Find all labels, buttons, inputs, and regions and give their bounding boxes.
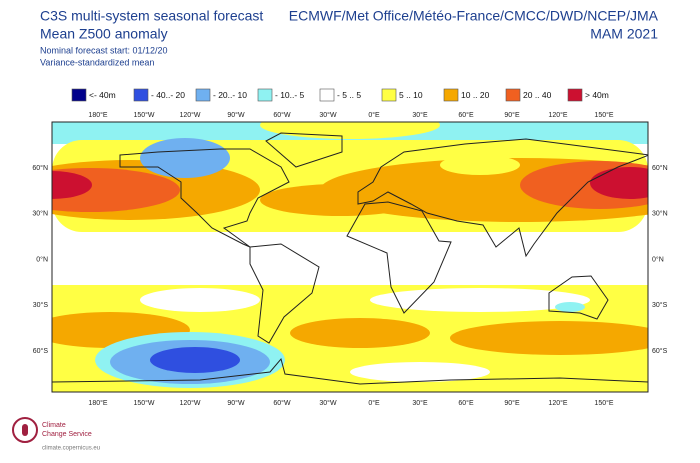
latitude-label: 60°S bbox=[33, 347, 49, 355]
longitude-label: 120°W bbox=[179, 111, 200, 119]
period: MAM 2021 bbox=[590, 26, 658, 42]
longitude-label: 120°W bbox=[179, 399, 200, 407]
longitude-label: 120°E bbox=[548, 111, 567, 119]
legend-label: <- 40m bbox=[89, 90, 116, 100]
map-frame bbox=[51, 121, 649, 393]
logo-line2: Change Service bbox=[42, 431, 92, 438]
longitude-label: 150°E bbox=[594, 399, 613, 407]
legend-swatch bbox=[567, 88, 583, 102]
longitude-label: 60°E bbox=[458, 111, 474, 119]
longitude-label: 60°W bbox=[273, 399, 291, 407]
latitude-label: 30°N bbox=[32, 210, 48, 218]
legend-label: - 5 .. 5 bbox=[337, 90, 361, 100]
legend-swatch bbox=[443, 88, 459, 102]
legend-swatch bbox=[195, 88, 211, 102]
legend-swatch bbox=[257, 88, 273, 102]
anomaly-field bbox=[52, 122, 648, 392]
longitude-label: 60°E bbox=[458, 399, 474, 407]
legend-label: 20 .. 40 bbox=[523, 90, 552, 100]
longitude-label: 90°W bbox=[227, 111, 245, 119]
longitude-label: 150°E bbox=[594, 111, 613, 119]
legend-swatch bbox=[133, 88, 149, 102]
legend-swatch bbox=[381, 88, 397, 102]
forecast-start: Nominal forecast start: 01/12/20 bbox=[40, 45, 168, 55]
latitude-label: 30°S bbox=[652, 301, 668, 309]
longitude-label: 30°W bbox=[319, 111, 337, 119]
longitude-label: 30°W bbox=[319, 399, 337, 407]
logo-line1: Climate bbox=[42, 422, 66, 429]
legend-label: - 40..- 20 bbox=[151, 90, 185, 100]
longitude-label: 0°E bbox=[368, 111, 380, 119]
legend-label: - 10..- 5 bbox=[275, 90, 305, 100]
longitude-label: 60°W bbox=[273, 111, 291, 119]
legend-label: 5 .. 10 bbox=[399, 90, 423, 100]
logo-url: climate.copernicus.eu bbox=[42, 446, 100, 452]
title: C3S multi-system seasonal forecast bbox=[40, 8, 263, 24]
longitude-label: 30°E bbox=[412, 399, 428, 407]
legend-label: 10 .. 20 bbox=[461, 90, 490, 100]
latitude-label: 30°S bbox=[33, 301, 49, 309]
legend-swatch bbox=[505, 88, 521, 102]
longitude-label: 180°E bbox=[88, 399, 107, 407]
method: Variance-standardized mean bbox=[40, 57, 154, 67]
legend-label: - 20..- 10 bbox=[213, 90, 247, 100]
longitude-label: 90°E bbox=[504, 399, 520, 407]
latitude-label: 60°N bbox=[32, 164, 48, 172]
copernicus-logo: Climate Change Service climate.copernicu… bbox=[12, 417, 100, 452]
legend-swatch bbox=[71, 88, 87, 102]
latitude-label: 0°N bbox=[36, 255, 48, 263]
centres: ECMWF/Met Office/Météo-France/CMCC/DWD/N… bbox=[289, 8, 659, 24]
longitude-label: 150°W bbox=[133, 111, 154, 119]
latitude-label: 0°N bbox=[652, 255, 664, 263]
subtitle: Mean Z500 anomaly bbox=[40, 26, 168, 42]
longitude-label: 150°W bbox=[133, 399, 154, 407]
longitude-label: 120°E bbox=[548, 399, 567, 407]
longitude-label: 0°E bbox=[368, 399, 380, 407]
legend-swatch bbox=[319, 88, 335, 102]
latitude-label: 30°N bbox=[652, 210, 668, 218]
longitude-label: 90°W bbox=[227, 399, 245, 407]
longitude-label: 180°E bbox=[88, 111, 107, 119]
latitude-label: 60°N bbox=[652, 164, 668, 172]
longitude-label: 30°E bbox=[412, 111, 428, 119]
legend-label: > 40m bbox=[585, 90, 609, 100]
longitude-label: 90°E bbox=[504, 111, 520, 119]
latitude-label: 60°S bbox=[652, 347, 668, 355]
